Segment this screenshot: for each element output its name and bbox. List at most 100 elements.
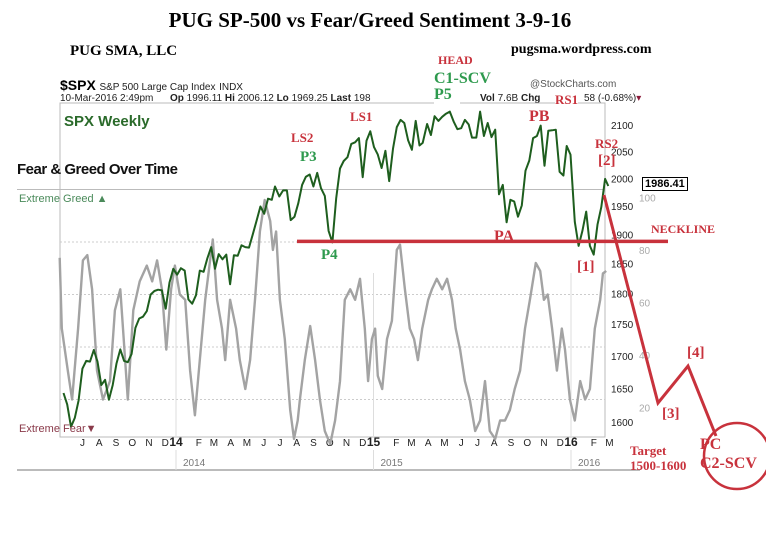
spx-tick-label: 1600: [611, 418, 634, 429]
year-label: 2014: [183, 458, 206, 469]
ohlc-readout: Op 1996.11 Hi 2006.12 Lo 1969.25 Last 19…: [170, 93, 371, 104]
annotation-pa: PA: [494, 228, 515, 245]
month-tick-label: A: [491, 438, 498, 449]
month-tick-label: N: [145, 438, 152, 449]
annotation-wave-2: [2]: [598, 153, 616, 169]
spx-tick-label: 1750: [611, 320, 634, 331]
chart-title: SPX Weekly: [64, 113, 150, 130]
spx-tick-label: 1800: [611, 289, 634, 300]
month-tick-label: A: [96, 438, 103, 449]
op-value: 1996.11: [186, 93, 223, 104]
source-credit: @StockCharts.com: [530, 79, 617, 90]
annotation-ls1: LS1: [350, 109, 373, 124]
annotation-rs1: RS1: [555, 92, 579, 108]
annotation-wave-4: [4]: [687, 345, 705, 361]
lo-label: Lo: [276, 93, 289, 104]
projection-path: [602, 194, 718, 437]
last-label: Last: [330, 93, 352, 104]
website: pugsma.wordpress.com: [511, 42, 652, 57]
spx-tick-label: 2000: [611, 174, 634, 185]
month-tick-label: J: [261, 438, 266, 449]
month-tick-label: N: [343, 438, 350, 449]
month-tick-label: J: [277, 438, 282, 449]
company-name: PUG SMA, LLC: [70, 43, 178, 59]
month-tick-label: S: [508, 438, 515, 449]
month-tick-label: N: [540, 438, 547, 449]
annotation-c1-scv: C1-SCV: [434, 70, 491, 88]
chg-label: Chg: [520, 93, 541, 104]
month-tick-label: D: [359, 438, 366, 449]
month-tick-label: 16: [564, 435, 578, 449]
extreme-greed-label: Extreme Greed ▲: [19, 193, 108, 205]
spx-tick-label: 1900: [611, 230, 634, 241]
month-tick-label: O: [128, 438, 136, 449]
plot-frame: [59, 102, 606, 438]
c2-scv-label: C2-SCV: [700, 455, 757, 472]
month-tick-label: M: [605, 438, 613, 449]
spx-tick-label: 1950: [611, 202, 634, 213]
page-title: PUG SP-500 vs Fear/Greed Sentiment 3-9-1…: [168, 8, 572, 32]
vol-value: 7.6B: [497, 93, 519, 104]
index-name: S&P 500 Large Cap Index: [99, 82, 216, 93]
symbol: $SPX: [60, 77, 96, 93]
triangle-up-icon: ▲: [96, 193, 108, 205]
month-tick-label: J: [80, 438, 85, 449]
annotation-p3: P3: [300, 149, 317, 165]
month-tick-label: S: [113, 438, 120, 449]
target-label: Target: [630, 443, 667, 458]
annotation-neckline: NECKLINE: [651, 222, 716, 236]
quote-date: 10-Mar-2016 2:49pm: [60, 93, 154, 104]
annotation-ls2: LS2: [291, 130, 314, 145]
month-tick-label: 14: [169, 435, 183, 449]
target-circle: [702, 421, 766, 491]
hi-label: Hi: [224, 93, 235, 104]
month-tick-label: A: [227, 438, 234, 449]
extreme-fear-label: Extreme Fear▼: [19, 423, 97, 435]
month-tick-label: A: [425, 438, 432, 449]
annotation-head: HEAD: [438, 53, 473, 67]
month-tick-label: M: [210, 438, 218, 449]
year-label: 2015: [381, 458, 404, 469]
spx-tick-label: 1650: [611, 384, 634, 395]
lo-value: 1969.25: [291, 93, 328, 104]
month-tick-label: J: [459, 438, 464, 449]
vol-label: Vol: [480, 93, 495, 104]
annotation-p5: P5: [434, 86, 460, 104]
volume-readout: Vol 7.6B Chg: [480, 93, 540, 104]
annotation-p4: P4: [321, 247, 338, 263]
month-tick-label: A: [293, 438, 300, 449]
annotation-wave-1: [1]: [577, 259, 595, 275]
target-range: 1500-1600: [630, 458, 687, 473]
annotation-pb: PB: [529, 108, 550, 125]
change-readout: 58 (-0.68%)▾: [584, 93, 642, 104]
fear-greed-title: Fear & Greed Over Time: [17, 161, 178, 178]
annotation-target: Target 1500-1600: [630, 443, 686, 473]
month-tick-label: D: [557, 438, 564, 449]
spx-tick-label: 1700: [611, 352, 634, 363]
chg-value: 58 (-0.68%): [584, 93, 637, 104]
month-tick-label: M: [407, 438, 415, 449]
annotation-wave-3: [3]: [662, 406, 680, 422]
month-tick-label: 15: [367, 435, 381, 449]
spx-tick-label: 2100: [611, 121, 634, 132]
pc-label: PC: [700, 436, 722, 453]
month-tick-label: D: [162, 438, 169, 449]
month-tick-label: S: [310, 438, 317, 449]
annotation-pc: PC C2-SCV: [700, 435, 757, 473]
exchange: INDX: [219, 82, 243, 93]
month-tick-label: F: [196, 438, 202, 449]
symbol-header: $SPX S&P 500 Large Cap Index INDX: [60, 77, 243, 93]
month-tick-label: M: [440, 438, 448, 449]
year-label: 2016: [578, 458, 601, 469]
spx-tick-label: 2050: [611, 147, 634, 158]
fear-greed-tick-label: 80: [639, 246, 651, 257]
op-label: Op: [170, 93, 184, 104]
spx-weekly-line: [62, 110, 610, 428]
month-tick-label: M: [243, 438, 251, 449]
fear-greed-line: [58, 198, 607, 446]
last-value: 198: [353, 93, 371, 104]
month-tick-label: F: [393, 438, 399, 449]
month-tick-label: F: [591, 438, 597, 449]
